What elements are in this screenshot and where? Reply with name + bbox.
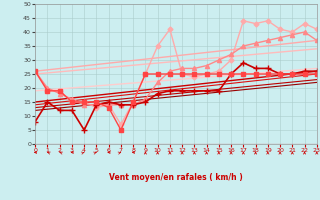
X-axis label: Vent moyen/en rafales ( km/h ): Vent moyen/en rafales ( km/h ) xyxy=(109,173,243,182)
